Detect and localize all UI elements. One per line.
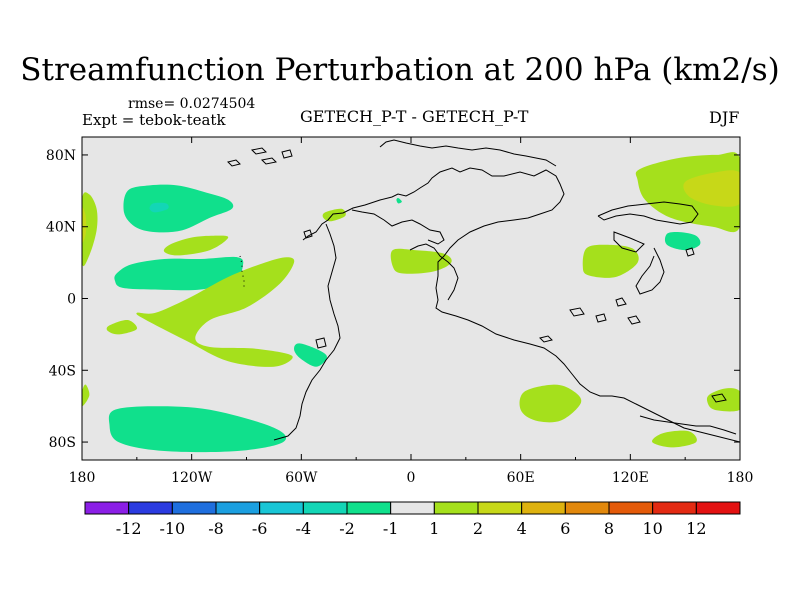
contour-region bbox=[106, 319, 138, 335]
colorbar-label: -10 bbox=[159, 519, 185, 538]
island-outline bbox=[595, 313, 607, 323]
contour-region bbox=[108, 406, 287, 453]
contour-region bbox=[82, 192, 98, 267]
x-tick-label: 180 bbox=[727, 470, 754, 486]
coastline-south-america bbox=[273, 223, 341, 441]
island-outline bbox=[627, 315, 641, 325]
island-outline bbox=[260, 157, 278, 165]
contour-region bbox=[163, 235, 229, 256]
contour-region bbox=[123, 184, 234, 233]
x-tick-label: 180 bbox=[69, 470, 96, 486]
colorbar-swatch bbox=[433, 501, 479, 515]
season-label: DJF bbox=[709, 108, 740, 127]
colorbar-swatch bbox=[128, 501, 173, 515]
contour-region bbox=[322, 208, 346, 222]
coastline-antarctic-islands bbox=[639, 415, 737, 435]
colorbar-swatch bbox=[390, 501, 435, 515]
contour-region bbox=[652, 430, 697, 448]
island-outline bbox=[685, 247, 695, 257]
colorbar-label: 8 bbox=[604, 519, 614, 538]
contour-region bbox=[582, 244, 639, 278]
contour-region bbox=[82, 207, 87, 243]
contour-region bbox=[519, 384, 582, 423]
island-chain bbox=[239, 255, 245, 288]
contour-region bbox=[664, 231, 701, 251]
coastline-africa bbox=[409, 243, 459, 301]
island-outline bbox=[315, 337, 327, 349]
colorbar-swatch bbox=[564, 501, 610, 515]
island-outline bbox=[615, 297, 627, 307]
y-tick-label: 40N bbox=[46, 220, 76, 236]
coastline-inland-sea bbox=[613, 231, 645, 253]
contour-region bbox=[149, 202, 169, 213]
colorbar-label: -1 bbox=[383, 519, 399, 538]
island-outline bbox=[303, 229, 313, 239]
colorbar-swatch bbox=[695, 501, 741, 515]
colorbar-label: 1 bbox=[429, 519, 439, 538]
colorbar-swatch bbox=[608, 501, 654, 515]
coastline-east-arc bbox=[635, 247, 665, 295]
x-tick-label: 60E bbox=[507, 470, 535, 486]
colorbar-swatch bbox=[346, 501, 392, 515]
island-outline bbox=[250, 147, 268, 155]
experiment-label: Expt = tebok-teatk bbox=[82, 111, 226, 129]
colorbar-swatch bbox=[215, 501, 261, 515]
island-outline bbox=[711, 393, 727, 403]
y-tick-label: 80S bbox=[49, 435, 76, 451]
coastlines bbox=[273, 139, 740, 443]
island-outline bbox=[227, 159, 241, 167]
contour-region bbox=[136, 257, 295, 367]
contour-region bbox=[82, 384, 90, 407]
x-tick-label: 120W bbox=[171, 470, 213, 486]
island-outline bbox=[281, 149, 293, 159]
colorbar-label: -6 bbox=[252, 519, 268, 538]
y-tick-label: 80N bbox=[46, 148, 76, 164]
x-tick-label: 120E bbox=[612, 470, 649, 486]
coastline-caribbean bbox=[351, 209, 445, 245]
island-outline bbox=[539, 335, 553, 343]
colorbar-label: 6 bbox=[560, 519, 570, 538]
colorbar-swatch bbox=[652, 501, 697, 515]
colorbar-swatch bbox=[302, 501, 348, 515]
coastline-arctic bbox=[379, 139, 557, 167]
colorbar-label: 12 bbox=[686, 519, 706, 538]
colorbar: -12 -10 -8 -6 -4 -2 -1 1 2 4 6 8 10 12 bbox=[84, 501, 741, 538]
contour-region bbox=[706, 388, 740, 412]
rmse-label: rmse= 0.0274504 bbox=[128, 96, 256, 112]
contour-regions bbox=[82, 152, 740, 453]
map-axes: 180 120W 60W 0 60E 120E 180 80N 40N 0 40S 80S bbox=[46, 137, 753, 486]
colorbar-swatch bbox=[171, 501, 217, 515]
comparison-label: GETECH_P-T - GETECH_P-T bbox=[300, 107, 529, 126]
colorbar-label: -12 bbox=[116, 519, 142, 538]
contour-region bbox=[396, 197, 402, 204]
x-tick-label: 60W bbox=[285, 470, 318, 486]
contour-region bbox=[390, 248, 452, 274]
island-outline bbox=[569, 307, 585, 317]
coastline-east-islands bbox=[597, 201, 699, 225]
colorbar-label: 10 bbox=[642, 519, 662, 538]
coastline-north-america bbox=[302, 167, 740, 443]
colorbar-label: -8 bbox=[208, 519, 224, 538]
y-tick-label: 40S bbox=[49, 363, 76, 379]
small-islands bbox=[227, 147, 727, 403]
x-tick-label: 0 bbox=[407, 470, 416, 486]
colorbar-label: 4 bbox=[517, 519, 527, 538]
colorbar-swatch bbox=[521, 501, 566, 515]
colorbar-label: -4 bbox=[296, 519, 312, 538]
colorbar-swatch bbox=[477, 501, 523, 515]
colorbar-swatch bbox=[84, 501, 130, 515]
map-title: Streamfunction Perturbation at 200 hPa (… bbox=[20, 52, 780, 88]
colorbar-label: -2 bbox=[339, 519, 355, 538]
contour-region bbox=[114, 256, 244, 291]
colorbar-label: 2 bbox=[473, 519, 483, 538]
y-tick-label: 0 bbox=[67, 292, 76, 308]
contour-region bbox=[683, 170, 740, 207]
contour-region bbox=[294, 343, 327, 367]
colorbar-swatch bbox=[259, 501, 304, 515]
